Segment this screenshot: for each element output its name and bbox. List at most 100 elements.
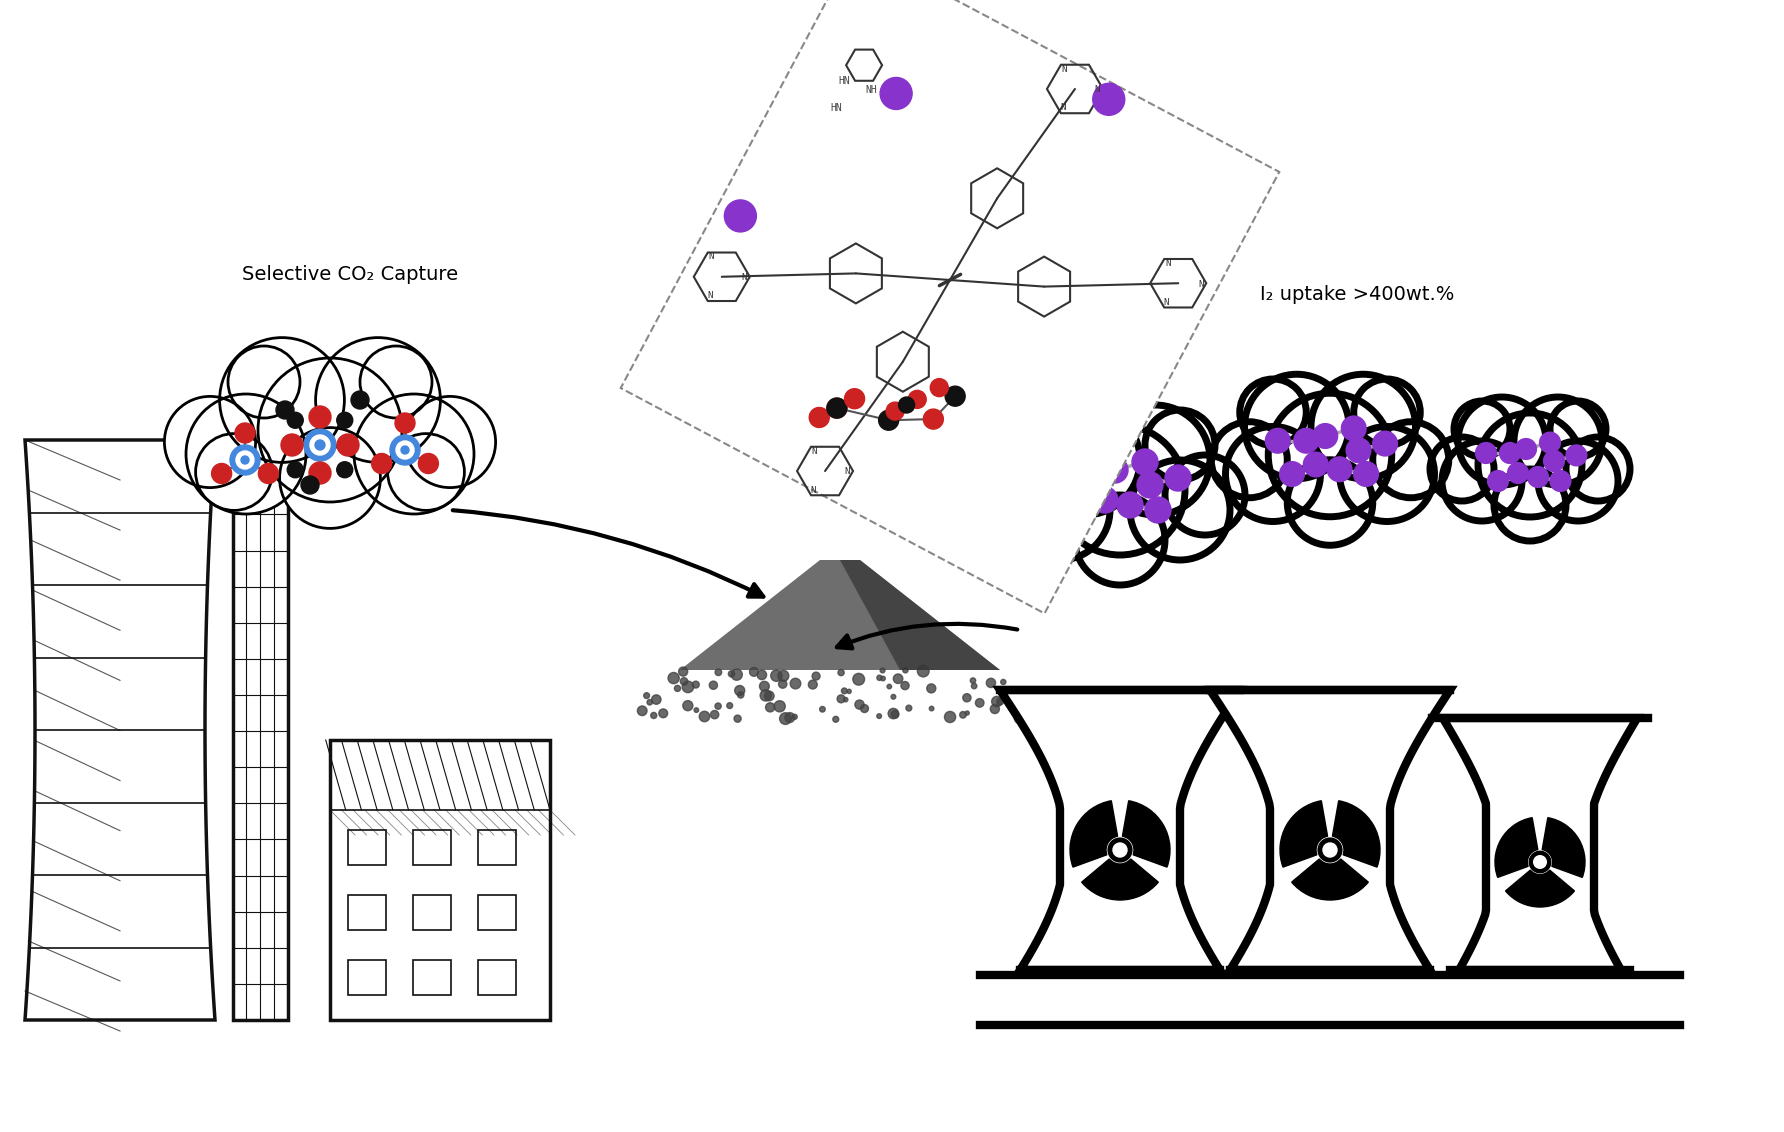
Circle shape: [1094, 84, 1124, 115]
Circle shape: [1029, 405, 1140, 515]
Circle shape: [1001, 679, 1006, 685]
Circle shape: [1318, 838, 1342, 861]
Circle shape: [351, 391, 369, 409]
Circle shape: [1092, 487, 1119, 513]
Polygon shape: [680, 560, 1001, 670]
Circle shape: [1117, 492, 1144, 518]
Circle shape: [1293, 428, 1318, 453]
Circle shape: [1340, 427, 1434, 522]
Text: N: N: [1197, 280, 1202, 289]
Circle shape: [401, 446, 409, 454]
Circle shape: [960, 712, 967, 718]
Circle shape: [651, 695, 662, 704]
Text: HN: HN: [830, 103, 842, 113]
Circle shape: [733, 715, 740, 722]
Bar: [232, 370, 287, 1020]
Circle shape: [1211, 422, 1288, 498]
Circle shape: [847, 689, 851, 694]
Circle shape: [699, 711, 710, 722]
Circle shape: [976, 698, 985, 708]
Polygon shape: [1210, 691, 1450, 970]
Circle shape: [760, 689, 771, 701]
Circle shape: [1454, 401, 1509, 457]
Circle shape: [710, 681, 717, 689]
Bar: [348, 830, 385, 865]
Circle shape: [1342, 417, 1367, 440]
Circle shape: [765, 692, 774, 701]
Circle shape: [901, 681, 910, 689]
Circle shape: [1543, 451, 1565, 471]
Circle shape: [929, 706, 933, 711]
Circle shape: [1431, 437, 1493, 501]
Circle shape: [658, 709, 667, 718]
Text: N: N: [812, 447, 817, 456]
Circle shape: [878, 675, 881, 680]
Circle shape: [1108, 838, 1131, 861]
Circle shape: [944, 711, 956, 722]
Circle shape: [880, 668, 885, 672]
Circle shape: [164, 396, 255, 488]
Circle shape: [812, 672, 821, 680]
Bar: [478, 960, 516, 995]
Circle shape: [1458, 397, 1547, 484]
Circle shape: [792, 714, 797, 720]
Circle shape: [337, 412, 353, 428]
Circle shape: [228, 346, 300, 418]
Circle shape: [678, 667, 687, 676]
Circle shape: [1265, 428, 1290, 453]
Circle shape: [360, 346, 432, 418]
Text: N: N: [1163, 298, 1169, 307]
Circle shape: [396, 441, 414, 458]
Circle shape: [1354, 379, 1420, 446]
Circle shape: [810, 408, 830, 428]
Circle shape: [1534, 856, 1547, 868]
Circle shape: [1566, 437, 1631, 501]
Text: I₂ uptake >400wt.%: I₂ uptake >400wt.%: [1260, 285, 1454, 305]
Circle shape: [1103, 457, 1127, 483]
Polygon shape: [25, 440, 216, 1020]
Circle shape: [259, 358, 401, 501]
Wedge shape: [1541, 817, 1584, 877]
Circle shape: [694, 708, 699, 712]
Bar: [348, 960, 385, 995]
Bar: [348, 895, 385, 931]
Circle shape: [726, 703, 733, 709]
Circle shape: [997, 698, 1004, 705]
Circle shape: [756, 670, 767, 679]
Circle shape: [1354, 462, 1379, 487]
Circle shape: [259, 463, 278, 483]
Bar: [621, 0, 1279, 614]
Circle shape: [1347, 438, 1370, 463]
Circle shape: [880, 77, 912, 110]
Circle shape: [1327, 457, 1352, 481]
Circle shape: [887, 402, 904, 420]
Circle shape: [1313, 423, 1338, 448]
Circle shape: [760, 681, 769, 692]
Circle shape: [1268, 393, 1392, 516]
Circle shape: [1053, 462, 1078, 488]
Bar: [414, 830, 451, 865]
Circle shape: [316, 337, 441, 462]
Circle shape: [1550, 401, 1606, 457]
Wedge shape: [1122, 800, 1170, 867]
Circle shape: [196, 434, 273, 511]
Text: N: N: [742, 273, 747, 282]
Circle shape: [785, 713, 794, 722]
Circle shape: [1145, 410, 1215, 480]
Circle shape: [394, 413, 416, 434]
Circle shape: [1527, 466, 1549, 488]
Circle shape: [887, 684, 892, 688]
Circle shape: [1133, 449, 1158, 475]
Circle shape: [1529, 851, 1550, 873]
Circle shape: [683, 701, 692, 711]
Circle shape: [1026, 410, 1095, 480]
Circle shape: [735, 686, 744, 695]
Circle shape: [908, 391, 926, 409]
Circle shape: [692, 681, 699, 688]
Circle shape: [828, 398, 847, 418]
Wedge shape: [1081, 859, 1158, 900]
Text: N: N: [1095, 85, 1101, 94]
Circle shape: [1129, 460, 1229, 560]
Circle shape: [637, 706, 648, 715]
Circle shape: [1101, 405, 1210, 515]
